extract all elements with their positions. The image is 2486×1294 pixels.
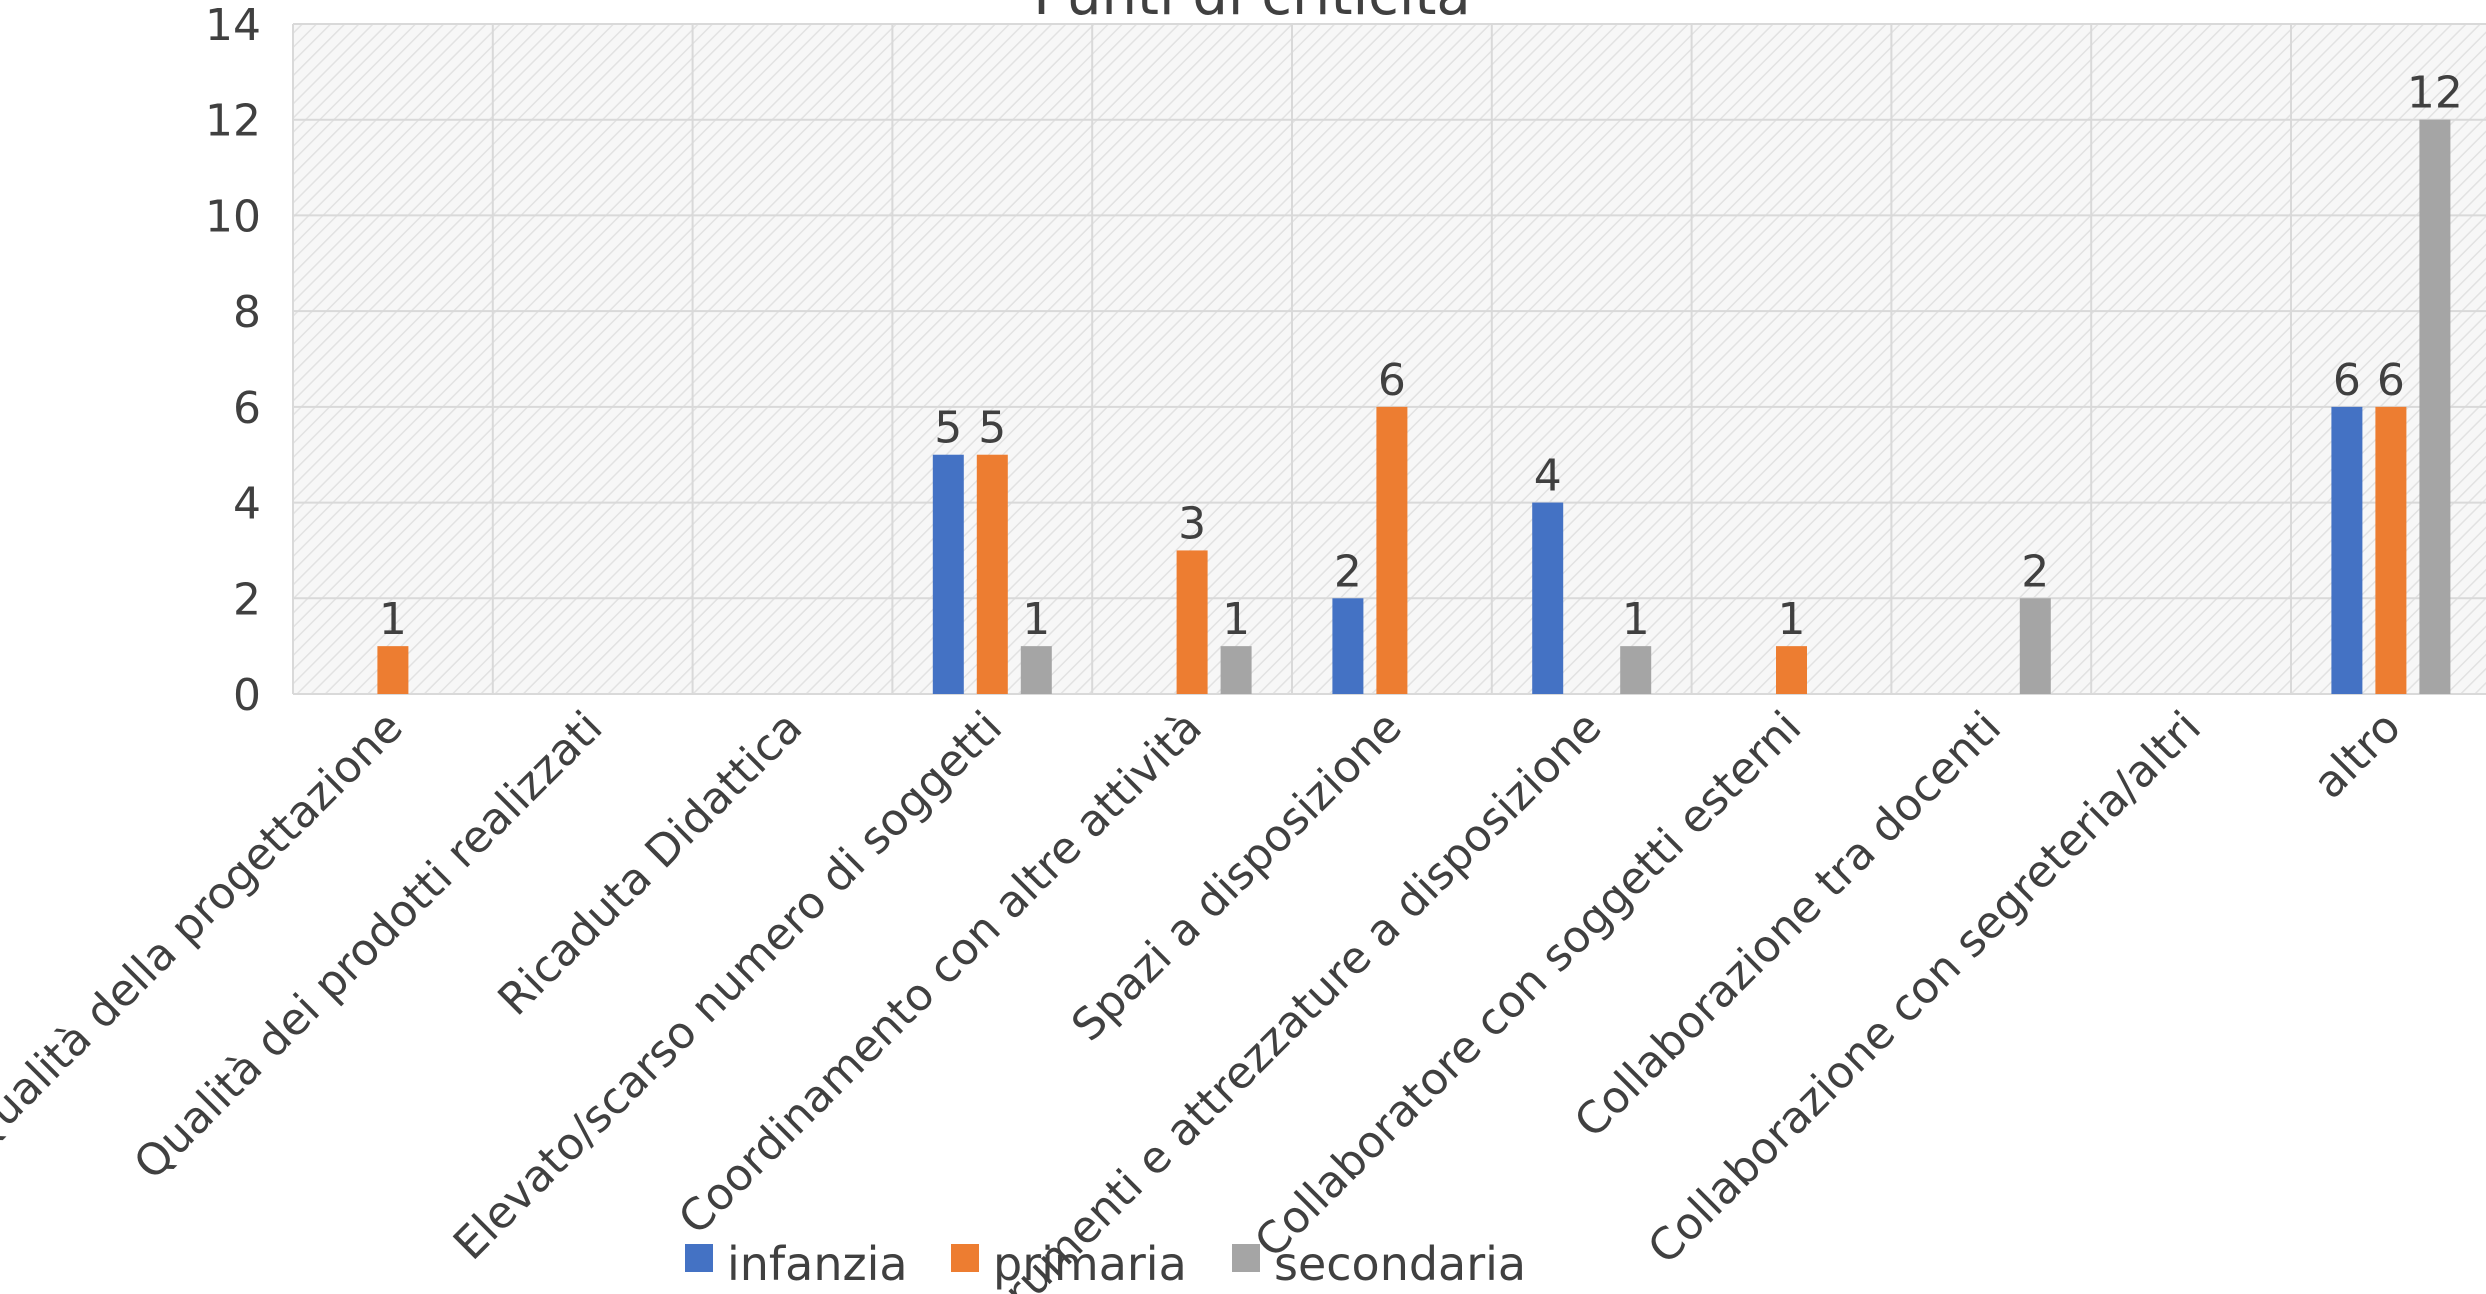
- data-label: 3: [1178, 498, 1206, 549]
- bar: [932, 454, 964, 694]
- legend-label: infanzia: [727, 1237, 908, 1291]
- bar: [2375, 406, 2407, 694]
- data-label: 1: [1622, 594, 1650, 645]
- legend-swatch: [685, 1244, 713, 1272]
- data-label: 2: [2021, 546, 2049, 597]
- data-label: 12: [2407, 68, 2463, 119]
- bar: [377, 646, 409, 694]
- bar: [1020, 646, 1052, 694]
- bar: [2419, 119, 2451, 694]
- legend-label: primaria: [993, 1237, 1187, 1291]
- y-tick-label: 4: [233, 479, 261, 530]
- y-tick-label: 0: [233, 670, 261, 721]
- legend-label: secondaria: [1274, 1237, 1526, 1291]
- legend-swatch: [951, 1244, 979, 1272]
- data-label: 5: [934, 403, 962, 454]
- legend-swatch: [1232, 1244, 1260, 1272]
- data-label: 1: [1222, 594, 1250, 645]
- y-tick-label: 14: [205, 0, 261, 51]
- y-tick-label: 12: [205, 96, 261, 147]
- y-tick-label: 6: [233, 383, 261, 434]
- y-tick-label: 10: [205, 191, 261, 242]
- bar: [1376, 406, 1408, 694]
- bar: [1620, 646, 1652, 694]
- data-label: 6: [2377, 355, 2405, 406]
- x-tick-label: Collaborazione tra docenti: [1565, 702, 2011, 1148]
- data-label: 1: [1778, 594, 1806, 645]
- data-label: 1: [379, 594, 407, 645]
- bar: [1332, 598, 1364, 694]
- x-tick-label: altro: [2304, 702, 2411, 809]
- bar: [2331, 406, 2363, 694]
- y-tick-label: 2: [233, 574, 261, 625]
- bar: [976, 454, 1008, 694]
- data-label: 4: [1534, 451, 1562, 502]
- data-label: 6: [1378, 355, 1406, 406]
- data-label: 2: [1334, 546, 1362, 597]
- bar: [1220, 646, 1252, 694]
- bar: [2019, 598, 2051, 694]
- bar: [1776, 646, 1807, 694]
- data-label: 1: [1022, 594, 1050, 645]
- y-tick-label: 8: [233, 287, 261, 338]
- x-tick-label: Spazi a disposizione: [1062, 702, 1412, 1052]
- data-label: 6: [2333, 355, 2361, 406]
- data-label: 5: [978, 403, 1006, 454]
- bar: [1532, 502, 1564, 694]
- bar: [1176, 550, 1208, 694]
